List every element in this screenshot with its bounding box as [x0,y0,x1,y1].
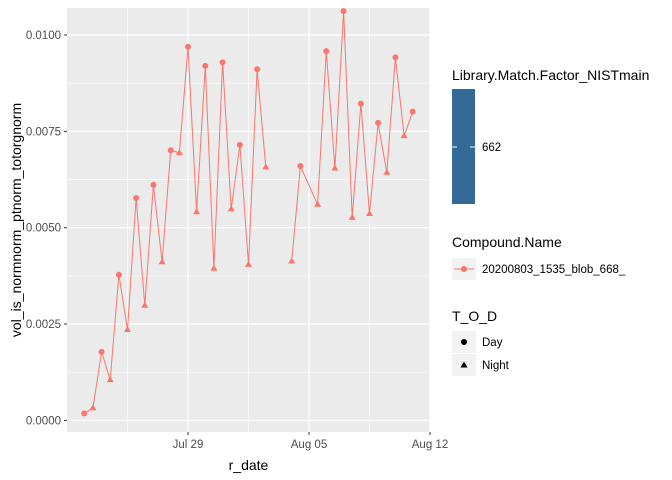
data-point-night [245,260,252,267]
series-points-group [81,8,416,417]
data-point-night [366,210,373,217]
data-point-day [133,195,140,202]
data-point-night [193,208,201,215]
legend-tod-label-night: Night [482,360,510,372]
data-point-day [254,66,261,73]
color-bar-label: 662 [482,142,501,154]
minor-gridlines [67,8,430,432]
data-point-day [115,271,122,278]
y-tick-label: 0.0050 [26,223,61,235]
x-tick-label: Aug 05 [291,439,327,451]
data-point-day [150,181,157,188]
legend-tod: T_O_D Day Night [452,308,510,376]
data-point-day [236,141,243,148]
data-point-night [141,301,149,308]
y-tick-label: 0.0075 [26,126,61,138]
data-point-night [288,257,296,264]
x-axis-title: r_date [229,457,269,473]
y-tick-label: 0.0000 [26,415,61,427]
legend-color-bar-title: Library.Match.Factor_NISTmain [452,67,649,83]
data-point-day [297,163,304,170]
legend-color-bar: Library.Match.Factor_NISTmain 662 [452,67,649,204]
data-point-night [348,213,356,220]
data-point-day [185,43,191,50]
data-point-day [219,59,226,66]
data-point-day [98,348,105,355]
legend-compound-title: Compound.Name [452,234,562,250]
data-point-night [210,264,218,271]
data-point-night [124,326,131,333]
data-point-day [409,108,416,115]
x-tick-label: Jul 29 [173,439,204,451]
legend-compound: Compound.Name 20200803_1535_blob_668_ [452,234,626,280]
data-point-day [357,100,364,107]
x-tick-label: Aug 12 [412,439,448,451]
legend-tod-label-day: Day [482,337,503,349]
color-bar [452,89,475,204]
data-point-day [392,54,399,61]
series-line-group [84,11,414,414]
data-point-night [106,376,114,383]
series-line-segment [84,46,267,414]
data-point-night [331,164,339,171]
data-point-day [167,147,174,154]
legend-day-key-icon [461,339,467,345]
data-point-night [383,168,391,175]
data-point-night [314,200,322,207]
data-point-night [400,132,408,139]
data-point-night [158,258,166,265]
data-point-night [175,149,183,156]
y-tick-label: 0.0025 [26,319,61,331]
data-point-night [227,205,235,212]
legend-compound-label: 20200803_1535_blob_668_ [482,264,626,276]
data-point-day [202,62,209,69]
legend-night-key-icon [460,361,468,368]
x-axis: Jul 29 Aug 05 Aug 12 [173,432,448,451]
data-point-night [262,163,270,170]
y-axis-title: vol_is_normnorm_ptnorm_totorgnorm [8,103,24,337]
legend-tod-title: T_O_D [452,308,497,324]
y-tick-label: 0.0100 [26,30,61,42]
y-axis: 0.0000 0.0025 0.0050 0.0075 0.0100 [26,30,67,427]
data-point-night [89,404,97,411]
data-point-day [340,8,347,15]
series-line-segment [291,11,414,262]
data-point-day [375,119,382,126]
data-point-day [323,48,330,55]
legend-compound-key-point [461,266,467,272]
data-point-day [81,410,88,417]
